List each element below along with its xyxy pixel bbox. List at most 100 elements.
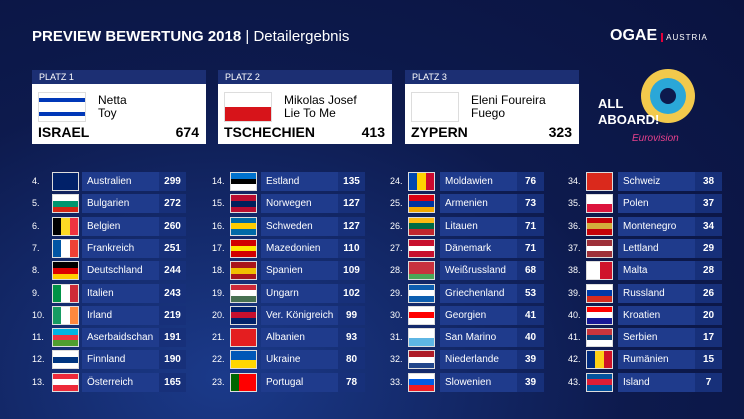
flag-stripe [231, 173, 256, 179]
flag-stripe [409, 223, 434, 229]
flag-stripe [231, 223, 256, 229]
flag-stripe [587, 223, 612, 229]
flag-stripe [53, 195, 78, 201]
flag-stripe [231, 228, 256, 235]
points: 80 [338, 350, 365, 370]
rank: 39. [568, 287, 581, 298]
country: Belgien [87, 220, 121, 232]
points: 165 [159, 372, 186, 392]
flag-stripe [409, 273, 434, 280]
flag-stripe [231, 290, 256, 296]
flag [408, 172, 435, 191]
points: 244 [159, 261, 186, 281]
flag-stripe [409, 385, 434, 391]
row-bar: Finnland 190 [82, 350, 186, 370]
rank: 34. [568, 176, 581, 186]
title: PREVIEW BEWERTUNG 2018 | Detailergebnis [32, 28, 349, 45]
podium-card: PLATZ 1 Netta Toy ISRAEL 674 [32, 70, 206, 144]
country: San Marino [445, 332, 497, 344]
country: Österreich [87, 376, 134, 388]
flag-stripe [599, 262, 612, 280]
flag-stripe [409, 362, 434, 369]
row-bar: Spanien 109 [261, 261, 365, 281]
flag-stripe [231, 245, 256, 252]
rank: 20. [212, 309, 225, 320]
flag-stripe [61, 306, 70, 324]
flag-stripe [409, 267, 434, 274]
flag [586, 261, 613, 281]
flag-stripe [53, 340, 78, 347]
points: 78 [338, 372, 365, 392]
flag-stripe [231, 273, 256, 280]
rank: 25. [390, 198, 403, 209]
rank: 9. [32, 287, 40, 298]
country: Georgien [445, 309, 487, 321]
row-bar: Litauen 71 [440, 216, 544, 236]
flag-stripe [587, 290, 612, 296]
rank: 28. [390, 265, 403, 276]
flag-stripe [231, 217, 256, 224]
points: 40 [517, 328, 544, 348]
points: 110 [338, 238, 365, 258]
flag-stripe [587, 295, 612, 302]
row-bar: San Marino 40 [440, 328, 544, 348]
points: 102 [338, 283, 365, 303]
flag-stripe [417, 173, 426, 190]
flag-stripe [409, 337, 434, 347]
flag-stripe [409, 357, 434, 363]
flag-stripe [225, 93, 271, 107]
rank: 35. [568, 198, 581, 209]
flag-stripe [409, 228, 434, 235]
row-bar: Georgien 41 [440, 305, 544, 325]
points: 28 [695, 261, 722, 281]
flag-stripe [53, 262, 78, 268]
flag-stripe [53, 334, 78, 341]
country: Finnland [87, 354, 126, 366]
place-label: PLATZ 2 [218, 70, 392, 84]
country: Aserbaidschan [87, 332, 154, 344]
rank: 14. [212, 176, 225, 186]
rank: 26. [390, 220, 403, 231]
flag-stripe [409, 251, 434, 257]
flag-stripe [587, 373, 612, 380]
flag [52, 172, 79, 191]
country: Niederlande [445, 354, 499, 366]
flag [408, 305, 435, 325]
row-bar: Ukraine 80 [261, 350, 365, 370]
brand-name: OGAE [610, 27, 658, 44]
points: 68 [517, 261, 544, 281]
country: Malta [623, 265, 648, 277]
flag [586, 238, 613, 258]
points: 251 [159, 238, 186, 258]
row-bar: Deutschland 244 [82, 261, 186, 281]
artist: Netta [98, 93, 127, 107]
flag-stripe [69, 284, 78, 302]
row-bar: Russland 26 [618, 283, 722, 303]
flag-stripe [53, 379, 78, 386]
song: Lie To Me [284, 106, 336, 120]
country: TSCHECHIEN [224, 124, 316, 140]
flag [230, 350, 257, 370]
logo-line2: ABOARD! [598, 112, 659, 127]
flag-stripe [409, 217, 434, 224]
flag [52, 372, 79, 392]
flag-stripe [53, 206, 78, 213]
country: Russland [623, 287, 665, 299]
row-bar: Schweiz 38 [618, 172, 722, 191]
points: 38 [695, 172, 722, 191]
flag-stripe [587, 262, 600, 280]
country: Armenien [445, 198, 488, 210]
flag-stripe [53, 200, 78, 207]
flag-stripe [231, 373, 240, 391]
place-label: PLATZ 1 [32, 70, 206, 84]
flag-stripe [69, 217, 78, 235]
flag [230, 283, 257, 303]
rank: 27. [390, 242, 403, 253]
flag-stripe [69, 306, 78, 324]
rank: 22. [212, 354, 225, 365]
logo-line3: Eurovision [632, 133, 679, 144]
logo: ALL ABOARD! Eurovision [598, 69, 695, 144]
row-bar: Österreich 165 [82, 372, 186, 392]
points: 243 [159, 283, 186, 303]
row-bar: Frankreich 251 [82, 238, 186, 258]
